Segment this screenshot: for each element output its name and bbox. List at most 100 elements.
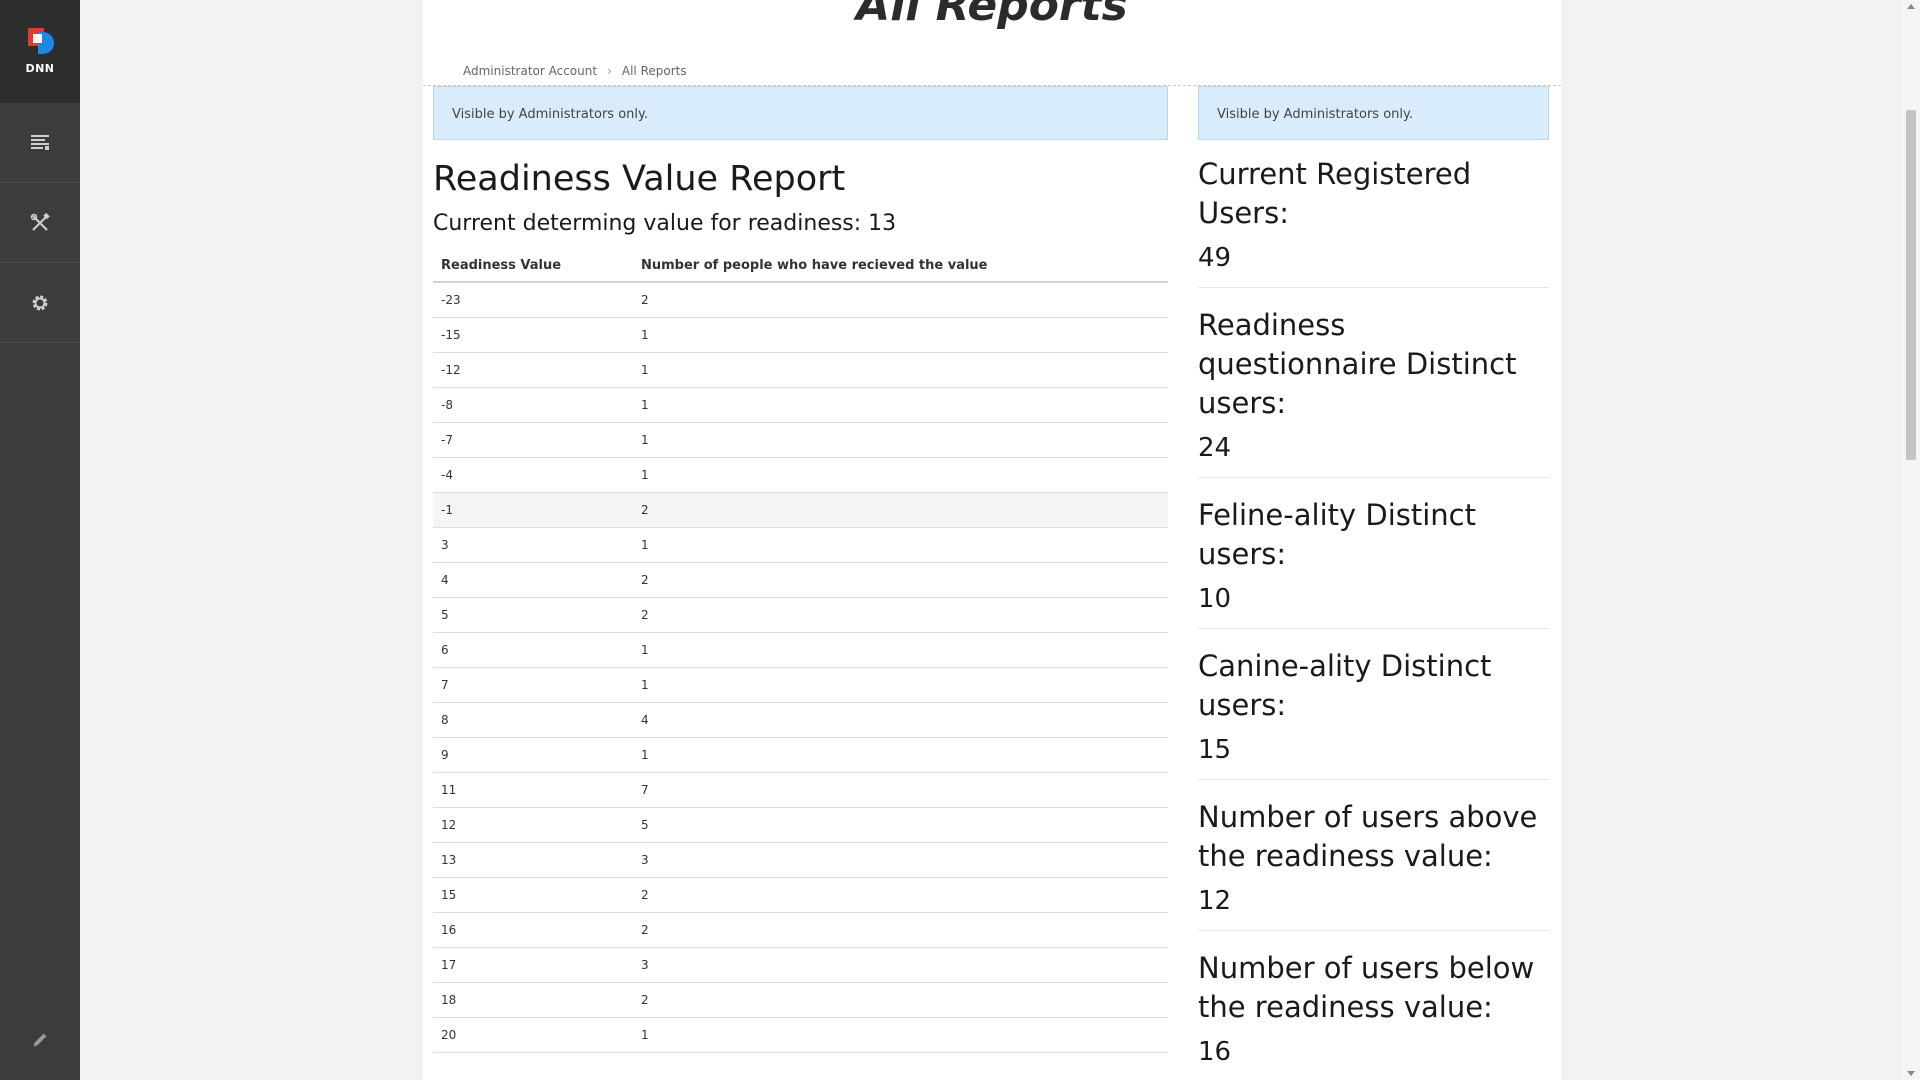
stat-block: Current Registered Users: 49 [1198, 155, 1549, 288]
cell-readiness-value: 16 [433, 912, 633, 948]
admin-notice-right: Visible by Administrators only. [1198, 86, 1549, 140]
cell-people-count: 1 [633, 352, 1168, 388]
table-row: 18 2 [433, 982, 1168, 1018]
pencil-icon [33, 1033, 47, 1047]
table-row: -8 1 [433, 387, 1168, 423]
cell-people-count: 2 [633, 562, 1168, 598]
cell-readiness-value: 3 [433, 527, 633, 563]
page-scrollbar[interactable] [1902, 0, 1920, 1080]
cell-readiness-value: 6 [433, 632, 633, 668]
cell-readiness-value: 11 [433, 772, 633, 808]
cell-readiness-value: -15 [433, 317, 633, 353]
breadcrumb-item-account[interactable]: Administrator Account [463, 64, 598, 78]
cell-readiness-value: -4 [433, 457, 633, 493]
table-row: 12 5 [433, 807, 1168, 843]
cell-people-count: 1 [633, 527, 1168, 563]
stat-value: 16 [1198, 1037, 1232, 1067]
stat-block: Number of users above the readiness valu… [1198, 798, 1549, 931]
cell-people-count: 3 [633, 842, 1168, 878]
persona-item-tools[interactable] [0, 183, 80, 263]
stat-value: 10 [1198, 584, 1232, 614]
scroll-thumb[interactable] [1906, 110, 1916, 460]
stat-block: Readiness questionnaire Distinct users: 2… [1198, 306, 1549, 478]
stats-panel: Current Registered Users: 49 Readiness que… [1198, 155, 1549, 1080]
stat-value: 15 [1198, 735, 1232, 765]
table-row: 13 3 [433, 842, 1168, 878]
cell-readiness-value: 9 [433, 737, 633, 773]
cell-people-count: 4 [633, 702, 1168, 738]
cell-people-count: 5 [633, 807, 1168, 843]
stat-label: Feline-ality Distinct users: [1198, 498, 1476, 571]
persona-item-settings[interactable] [0, 263, 80, 343]
stat-value: 24 [1198, 433, 1232, 463]
table-row: -1 2 [433, 492, 1168, 528]
table-row: -23 2 [433, 282, 1168, 318]
edit-page-button[interactable] [0, 1000, 80, 1080]
content-icon [31, 134, 49, 150]
cell-readiness-value: -23 [433, 282, 633, 318]
stat-label: Current Registered Users: [1198, 157, 1472, 230]
table-row: 20 1 [433, 1017, 1168, 1053]
breadcrumb-item-current[interactable]: All Reports [621, 64, 687, 78]
readiness-table: Readiness Value Number of people who hav… [433, 252, 1168, 1053]
cell-readiness-value: -12 [433, 352, 633, 388]
stat-label: Number of users below the readiness valu… [1198, 951, 1535, 1024]
report-subtitle: Current determing value for readiness: 1… [433, 211, 897, 236]
stat-value: 49 [1198, 243, 1232, 273]
scroll-down-icon[interactable] [1907, 1071, 1915, 1076]
pane-divider [423, 85, 1561, 86]
cell-people-count: 2 [633, 912, 1168, 948]
cell-readiness-value: 12 [433, 807, 633, 843]
cell-people-count: 2 [633, 597, 1168, 633]
stat-block: Number of users below the readiness valu… [1198, 949, 1549, 1080]
admin-notice-left: Visible by Administrators only. [433, 86, 1168, 140]
cell-readiness-value: -8 [433, 387, 633, 423]
breadcrumb: Administrator Account › All Reports [463, 64, 687, 78]
cell-readiness-value: 7 [433, 667, 633, 703]
column-header-count: Number of people who have recieved the v… [633, 252, 1168, 283]
table-header: Readiness Value Number of people who hav… [433, 252, 1168, 283]
cell-readiness-value: 5 [433, 597, 633, 633]
cell-people-count: 1 [633, 1017, 1168, 1053]
stat-label: Canine-ality Distinct users: [1198, 649, 1492, 722]
cell-people-count: 2 [633, 877, 1168, 913]
table-row: 17 3 [433, 947, 1168, 983]
cell-people-count: 1 [633, 632, 1168, 668]
cell-people-count: 1 [633, 422, 1168, 458]
stat-label: Readiness questionnaire Distinct users: [1198, 308, 1517, 420]
stat-block: Feline-ality Distinct users: 10 [1198, 496, 1549, 629]
cell-people-count: 2 [633, 282, 1168, 318]
table-row: 16 2 [433, 912, 1168, 948]
table-row: -4 1 [433, 457, 1168, 493]
stat-block: Canine-ality Distinct users: 15 [1198, 647, 1549, 780]
logo-text: DNN [25, 62, 55, 75]
scroll-up-icon[interactable] [1907, 4, 1915, 9]
cell-people-count: 1 [633, 317, 1168, 353]
persona-item-content[interactable] [0, 103, 80, 183]
chevron-right-icon: › [607, 64, 612, 78]
tools-icon [30, 212, 50, 231]
cell-people-count: 3 [633, 947, 1168, 983]
stat-value: 12 [1198, 886, 1232, 916]
dnn-logo[interactable]: DNN [0, 0, 80, 103]
column-header-readiness: Readiness Value [433, 252, 633, 283]
cell-people-count: 1 [633, 457, 1168, 493]
page-content: All Reports Administrator Account › All … [423, 0, 1561, 1080]
cell-people-count: 2 [633, 982, 1168, 1018]
table-row: -12 1 [433, 352, 1168, 388]
cell-readiness-value: 8 [433, 702, 633, 738]
page-title: All Reports [856, 0, 1128, 31]
cell-readiness-value: -1 [433, 492, 633, 528]
cell-readiness-value: 15 [433, 877, 633, 913]
cell-people-count: 1 [633, 387, 1168, 423]
report-title: Readiness Value Report [433, 159, 846, 199]
table-body: -23 2 -15 1 -12 1 -8 1 -7 1 -4 1 -1 2 3 1 4 2 5 2 6 1 7 1 8 4 9 1 11… [433, 282, 1168, 1053]
cell-people-count: 1 [633, 667, 1168, 703]
table-row: 15 2 [433, 877, 1168, 913]
dnn-logo-icon [26, 28, 54, 56]
